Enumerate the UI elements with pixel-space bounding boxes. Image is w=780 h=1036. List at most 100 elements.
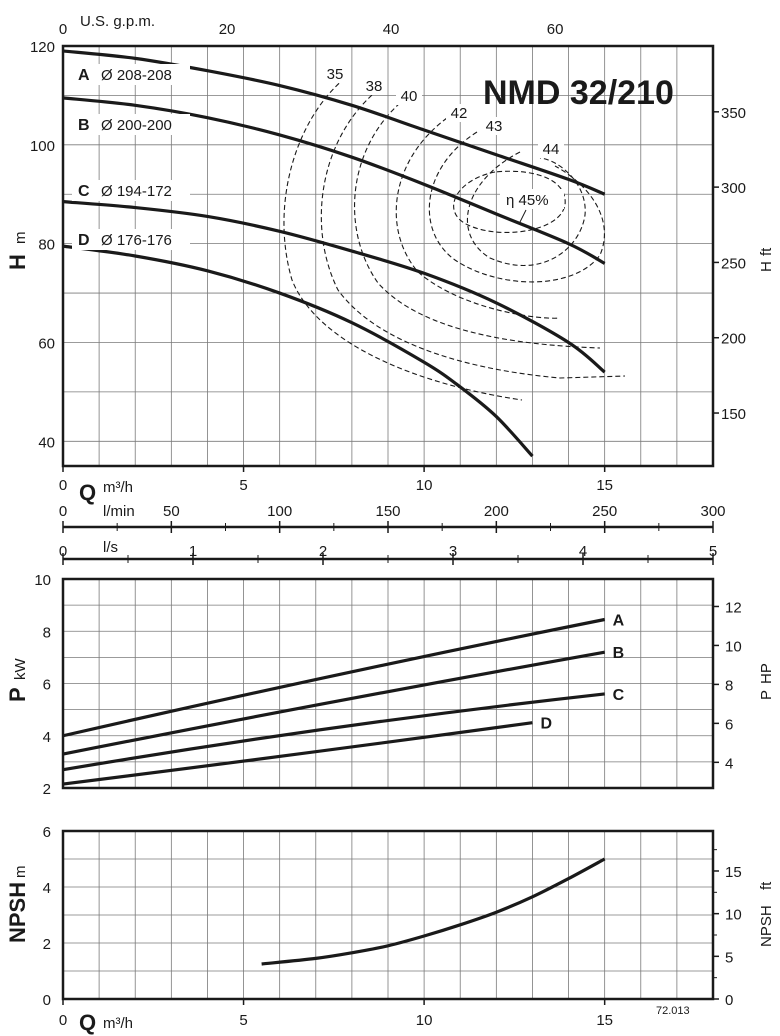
lmin-tick: 200 [484, 503, 509, 520]
ft-tick: 350 [721, 105, 746, 122]
power-curve-letter-B: B [613, 645, 625, 662]
head-curve-C [62, 200, 606, 374]
ls-tick-label: 1 [189, 543, 197, 560]
ls-tick-label: 0 [59, 543, 67, 560]
efficiency-iso-line [320, 94, 626, 379]
ls-tick-label: 2 [319, 543, 327, 560]
lmin-unit: l/min [103, 503, 135, 520]
head-curve-A [62, 49, 606, 196]
efficiency-label-35: 35 [327, 66, 344, 83]
head-x-label: Q [79, 480, 96, 505]
curve-diameter-A: Ø 208-208 [101, 67, 172, 84]
npsh-tick-labels: 0 2 4 6 0 5 10 15 0 5 10 15 [43, 824, 742, 1029]
npsh-x-unit: m³/h [103, 1015, 133, 1032]
gpm-tick: 40 [383, 21, 400, 38]
curve-letter-D: D [78, 232, 90, 249]
efficiency-iso-line [428, 131, 605, 283]
npsh-x-tick: 10 [416, 1012, 433, 1029]
ls-tick-label: 3 [449, 543, 457, 560]
head-x-unit: m³/h [103, 479, 133, 496]
lmin-tick: 300 [700, 503, 725, 520]
efficiency-max-pointer [519, 209, 527, 223]
power-curve-C [62, 692, 605, 772]
head-y-label: H [5, 254, 30, 270]
npsh-curve [261, 857, 606, 966]
efficiency-label-bg [361, 77, 387, 95]
npsh-x-label: Q [79, 1010, 96, 1035]
head-y-unit: m [12, 232, 29, 245]
npsh-y2-label: NPSH [758, 905, 775, 947]
power-y-unit: kW [12, 658, 29, 681]
hp-tick: 6 [725, 716, 733, 733]
npsh-y-label: NPSH [5, 882, 30, 943]
npsh-grid [63, 831, 713, 999]
npsh-y-tick: 4 [43, 880, 51, 897]
npsh-y-tick: 2 [43, 936, 51, 953]
npsh-ft-tick: 0 [725, 992, 733, 1009]
head-curve-B [62, 96, 606, 265]
head-panel: 35 38 40 42 43 44 A Ø 208-208 B Ø 200-200 C Ø 194-… [5, 13, 775, 505]
head-y-tick: 80 [38, 237, 55, 254]
efficiency-iso-line [466, 151, 586, 267]
efficiency-label-42: 42 [451, 105, 468, 122]
npsh-ft-tick: 15 [725, 864, 742, 881]
npsh-panel: 0 2 4 6 0 5 10 15 0 5 10 15 NPSH m NPSH ft Q m³/h 7… [5, 824, 775, 1035]
ls-tick-label: 5 [709, 543, 717, 560]
npsh-x-tick: 15 [596, 1012, 613, 1029]
head-y-tick: 120 [30, 39, 55, 56]
curve-label-bg [72, 64, 190, 85]
curve-diameter-C: Ø 194-172 [101, 183, 172, 200]
efficiency-label-38: 38 [366, 78, 383, 95]
power-panel: AB C D 2 4 6 8 10 4 6 8 10 12 P kW P HP [5, 572, 775, 798]
head-x-tick: 0 [59, 477, 67, 494]
hp-tick: 8 [725, 677, 733, 694]
power-curves: AB C D [62, 612, 625, 786]
efficiency-label-44: 44 [543, 141, 560, 158]
npsh-frame [61, 829, 715, 1001]
power-curve-letter-D: D [540, 716, 552, 733]
efficiency-label-43: 43 [486, 118, 503, 135]
npsh-y-tick: 6 [43, 824, 51, 841]
flow-axes: 0 50 100 150 200 250 300 0 1 2 3 4 5 l/min l/s [59, 503, 726, 565]
head-y2-unit: ft [758, 247, 775, 256]
lmin-tick: 100 [267, 503, 292, 520]
power-tick-labels: 2 4 6 8 10 4 6 8 10 12 [34, 572, 741, 798]
power-frame [61, 577, 715, 790]
power-y2-unit: HP [758, 663, 775, 684]
curve-diameter-D: Ø 176-176 [101, 232, 172, 249]
lmin-tick: 250 [592, 503, 617, 520]
power-y-label: P [5, 687, 30, 702]
gpm-tick: 0 [59, 21, 67, 38]
power-curve-D [62, 721, 533, 786]
npsh-ft-tick: 10 [725, 907, 742, 924]
gpm-tick: 20 [219, 21, 236, 38]
efficiency-max-label-bg [500, 189, 564, 209]
head-y-tick: 40 [38, 434, 55, 451]
efficiency-label-bg [538, 140, 564, 158]
curve-letter-C: C [78, 183, 90, 200]
npsh-y-unit: m [12, 866, 29, 879]
npsh-x-tick: 0 [59, 1012, 67, 1029]
hp-tick: 4 [725, 755, 733, 772]
power-y-tick: 2 [43, 781, 51, 798]
top-axis-label: U.S. g.p.m. [80, 13, 155, 30]
head-x-tick: 10 [416, 477, 433, 494]
ft-tick: 250 [721, 255, 746, 272]
efficiency-label-bg [396, 87, 422, 105]
ls-unit: l/s [103, 539, 118, 556]
ft-tick: 200 [721, 331, 746, 348]
power-y-tick: 8 [43, 624, 51, 641]
ft-tick: 300 [721, 180, 746, 197]
npsh-ft-tick: 5 [725, 949, 733, 966]
npsh-y-tick: 0 [43, 992, 51, 1009]
npsh-y2-unit: ft [758, 881, 775, 890]
curve-letter-A: A [78, 67, 90, 84]
efficiency-label-bg [446, 104, 472, 122]
power-curve-A [62, 617, 605, 738]
head-x-tick: 5 [239, 477, 247, 494]
gpm-tick: 60 [547, 21, 564, 38]
lmin-tick: 0 [59, 503, 67, 520]
head-x-tick: 15 [596, 477, 613, 494]
